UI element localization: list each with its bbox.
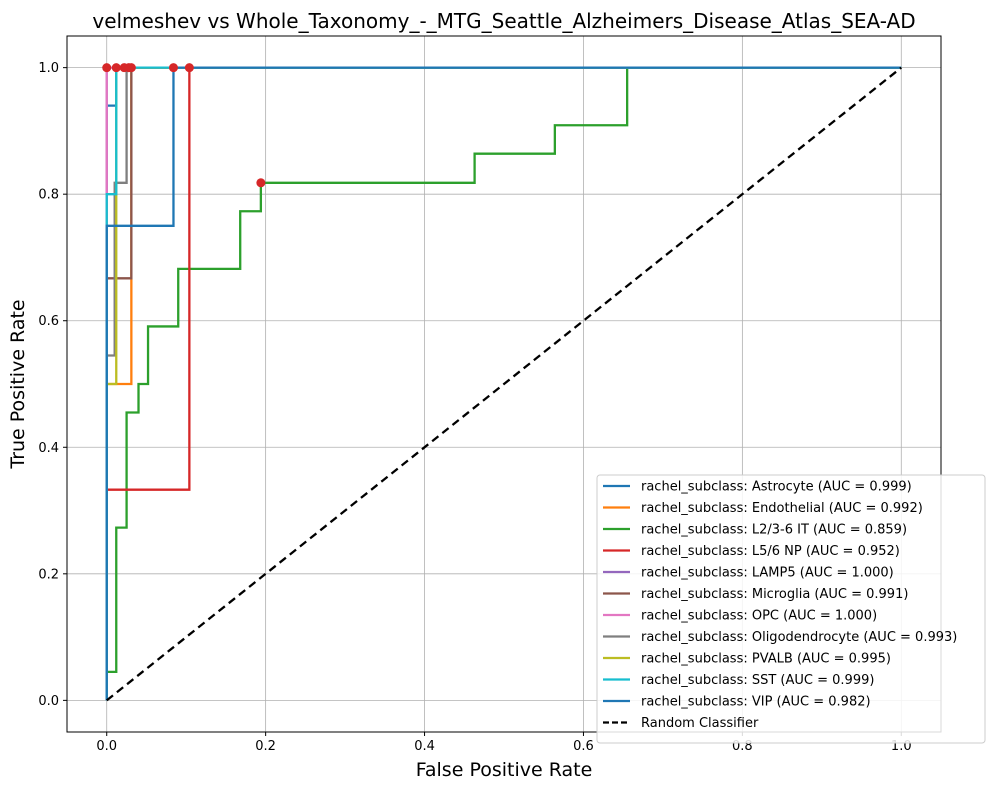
legend-label: Random Classifier [641,716,759,731]
threshold-point [111,63,121,73]
y-tick-label: 0.2 [38,567,59,582]
plot-frame [66,35,942,733]
legend-label: rachel_subclass: PVALB (AUC = 0.995) [641,652,891,667]
threshold-point [168,63,178,73]
chart-title: velmeshev vs Whole_Taxonomy_-_MTG_Seattl… [92,9,915,33]
legend-label: rachel_subclass: OPC (AUC = 1.000) [641,609,877,624]
x-tick-label: 0.2 [255,739,276,754]
y-tick-label: 0.0 [38,694,59,709]
threshold-point [126,63,136,73]
y-tick-label: 0.6 [38,314,59,329]
legend-label: rachel_subclass: L2/3-6 IT (AUC = 0.859) [641,523,907,538]
legend-label: rachel_subclass: LAMP5 (AUC = 1.000) [641,566,894,581]
legend-label: rachel_subclass: Astrocyte (AUC = 0.999) [641,480,912,495]
legend-label: rachel_subclass: VIP (AUC = 0.982) [641,695,871,710]
legend: rachel_subclass: Astrocyte (AUC = 0.999)… [596,474,986,744]
random-classifier-line [106,66,902,702]
threshold-point [184,63,194,73]
legend-label: rachel_subclass: Oligodendrocyte (AUC = … [641,630,957,645]
legend-label: rachel_subclass: Microglia (AUC = 0.991) [641,587,908,602]
x-tick-label: 0.0 [96,739,117,754]
threshold-points [102,63,266,188]
y-tick-label: 0.8 [38,188,59,203]
roc-curve [105,66,902,701]
x-axis-label: False Positive Rate [416,759,593,781]
legend-label: rachel_subclass: SST (AUC = 0.999) [641,673,874,688]
legend-label: rachel_subclass: L5/6 NP (AUC = 0.952) [641,544,900,559]
legend-box [596,474,986,744]
x-tick-label: 0.4 [414,739,435,754]
roc-curve [105,66,902,701]
threshold-point [256,178,266,188]
roc-curve [105,66,902,701]
y-tick-label: 1.0 [38,61,59,76]
x-tick-label: 0.6 [573,739,594,754]
threshold-point [102,63,112,73]
legend-label: rachel_subclass: Endothelial (AUC = 0.99… [641,501,923,516]
y-axis-label: True Positive Rate [7,299,29,469]
axis-ticks: 0.0 0.2 0.4 0.6 0.8 1.00.00.20.40.60.81.0 [38,61,911,754]
y-tick-label: 0.4 [38,441,59,456]
